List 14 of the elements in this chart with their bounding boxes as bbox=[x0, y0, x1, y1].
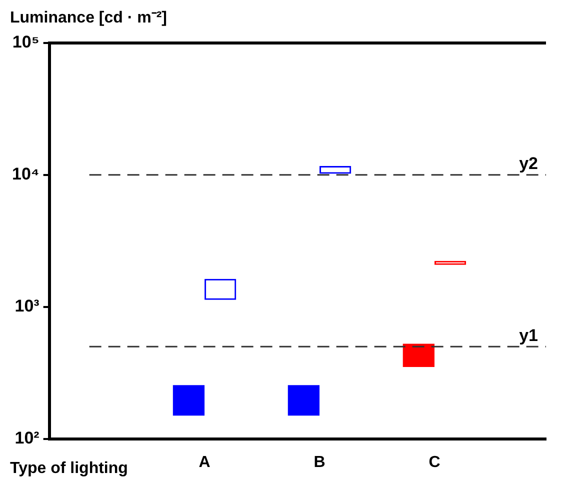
y-tick-label: 10² bbox=[14, 428, 40, 448]
y-tick-label: 10⁵ bbox=[12, 32, 40, 52]
ref-line-label: y1 bbox=[519, 326, 538, 345]
bar bbox=[172, 385, 205, 416]
y-tick-label: 10³ bbox=[14, 296, 40, 316]
y-axis-title: Luminance [cd · m⁻²] bbox=[10, 9, 168, 26]
x-tick-label: A bbox=[198, 454, 211, 471]
x-axis-title: Type of lighting bbox=[10, 460, 128, 478]
bar bbox=[288, 385, 320, 416]
y-tick-label: 10⁴ bbox=[12, 164, 40, 184]
bar bbox=[402, 344, 434, 368]
x-tick-label: C bbox=[428, 454, 441, 471]
x-tick-label: B bbox=[314, 454, 326, 471]
ref-line-label: y2 bbox=[519, 154, 538, 174]
